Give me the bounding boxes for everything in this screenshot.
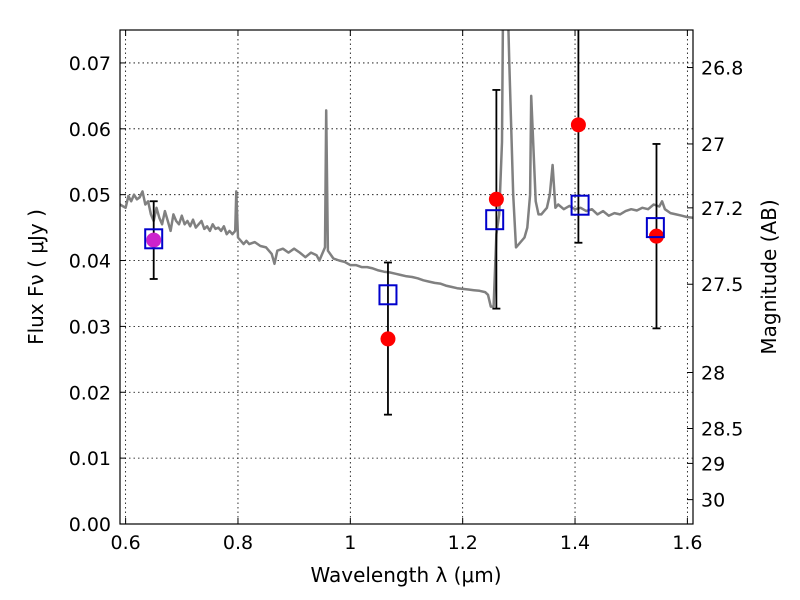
model-spectrum-line [120,30,693,308]
y-axis-title: Flux Fν ( μJy ) [24,209,48,345]
y-tick-label: 0.03 [69,316,111,338]
y-tick-label: 0.06 [69,119,111,141]
plot-frame [119,29,694,525]
model-flux-square [144,228,164,250]
right-axis-title: Magnitude (AB) [757,199,781,354]
y-tick-label: 0.04 [69,251,111,273]
right-tick-label: 27.2 [701,198,743,220]
model-flux-square [570,194,590,216]
right-tick-label: 30 [701,490,725,512]
marker-layer [144,117,665,347]
observed-flux-point [570,117,586,133]
model-flux-square [378,284,398,306]
right-tick-label: 28 [701,363,725,385]
observed-flux-point [380,331,396,347]
model-flux-square [485,209,505,231]
model-spectrum-layer [120,30,693,308]
x-tick-label: 1.4 [560,532,590,554]
right-tick-label: 26.8 [701,58,743,80]
y-tick-label: 0.02 [69,382,111,404]
x-axis-title: Wavelength λ (μm) [310,563,501,587]
x-tick-label: 1.2 [448,532,478,554]
ticks: 0.6 0.8 1 1.2 1.4 1.6 0.00 0.01 0.02 0.03 0.04 0.05… [69,30,743,554]
y-tick-label: 0.07 [69,53,111,75]
model-flux-square [645,217,665,239]
y-tick-label: 0.00 [69,514,111,536]
right-tick-label: 27 [701,134,725,156]
right-tick-label: 27.5 [701,274,743,296]
observed-flux-point [488,191,504,207]
x-tick-label: 0.8 [223,532,253,554]
observed-flux-point [146,232,162,248]
right-tick-label: 29 [701,453,725,475]
x-tick-label: 1.6 [672,532,702,554]
x-tick-label: 0.6 [111,532,141,554]
y-tick-label: 0.05 [69,185,111,207]
x-tick-label: 1 [344,532,356,554]
y-tick-label: 0.01 [69,448,111,470]
right-tick-label: 28.5 [701,418,743,440]
